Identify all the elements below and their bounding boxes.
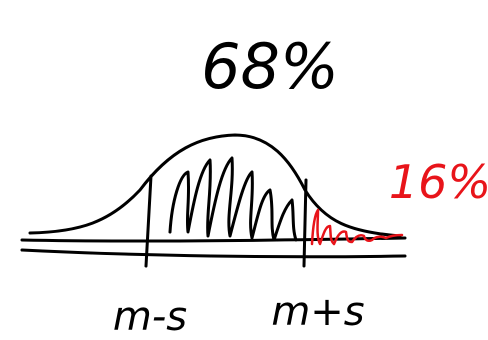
- center-area-label: 68%: [201, 30, 339, 103]
- left-bound-label: m-s: [113, 294, 187, 340]
- tail-area-label: 16%: [389, 155, 488, 209]
- sketch: 68% 16% m-s m+s: [0, 0, 488, 340]
- bound-line: [304, 180, 306, 266]
- right-bound-label: m+s: [271, 289, 364, 335]
- center-hatch: [170, 158, 296, 240]
- bound-line: [146, 176, 151, 266]
- axis-line: [22, 250, 405, 257]
- page: {"labels": {"center_area": "68%", "tail_…: [0, 0, 488, 340]
- bell-curve: [30, 135, 400, 236]
